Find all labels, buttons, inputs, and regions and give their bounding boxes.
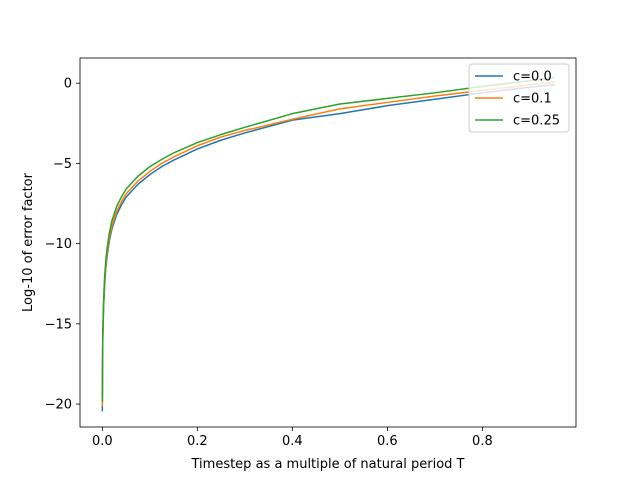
y-tick-label: −15 [45,317,72,332]
x-tick-label: 0.8 [472,434,493,449]
legend-box [468,63,570,133]
series-line-2 [101,76,555,402]
legend-label-0: c=0.0 [513,70,552,85]
plot-frame [79,57,577,428]
y-tick-label: 0 [64,77,72,92]
x-tick-label: 0.0 [92,434,113,449]
y-axis-label: Log-10 of error factor [21,172,36,312]
y-tick-label: −20 [45,398,72,413]
x-tick-label: 0.4 [282,434,303,449]
series-layer [101,76,555,412]
y-tick-label: −10 [45,237,72,252]
y-axis: 0 −5 −10 −15 −20 [45,77,80,413]
x-tick-label: 0.2 [187,434,208,449]
legend: c=0.0 c=0.1 c=0.25 [468,63,570,133]
x-axis-label: Timestep as a multiple of natural period… [191,457,465,472]
legend-label-1: c=0.1 [513,92,552,107]
y-tick-label: −5 [53,157,72,172]
x-tick-label: 0.6 [377,434,398,449]
x-axis: 0.0 0.2 0.4 0.6 0.8 [92,427,493,449]
legend-label-2: c=0.25 [513,114,560,129]
